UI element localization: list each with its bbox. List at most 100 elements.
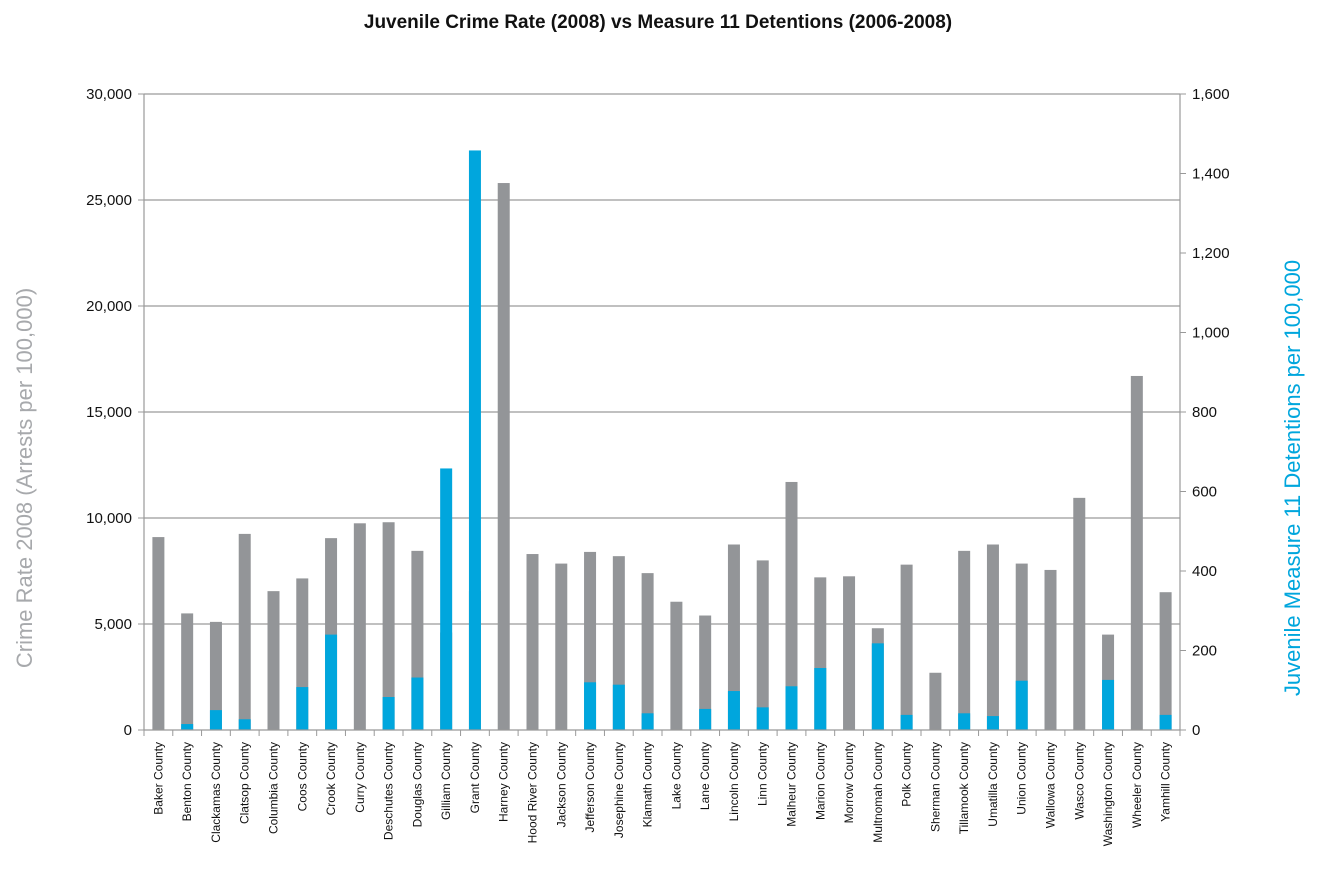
x-tick-label: Grant County bbox=[468, 742, 482, 813]
left-tick-label: 20,000 bbox=[86, 298, 132, 315]
crime-rate-bar bbox=[152, 537, 165, 730]
x-tick-label: Jackson County bbox=[554, 742, 568, 827]
x-tick-label: Lincoln County bbox=[727, 742, 741, 821]
left-axis-ticks: 0 5,000 10,000 15,000 20,000 25,000 30,000 bbox=[86, 86, 144, 739]
crime-rate-bar bbox=[1130, 375, 1143, 730]
detentions-bar bbox=[699, 708, 712, 730]
detentions-bar bbox=[382, 697, 395, 730]
x-tick-label: Tillamook County bbox=[957, 742, 971, 834]
crime-rate-bar bbox=[267, 591, 280, 730]
crime-rate-bar bbox=[555, 563, 568, 730]
detentions-bar bbox=[238, 719, 251, 730]
detentions-bar bbox=[1015, 680, 1028, 730]
right-axis-label: Juvenile Measure 11 Detentions per 100,0… bbox=[1280, 260, 1305, 696]
crime-rate-bar bbox=[699, 615, 712, 730]
x-tick-label: Yamhill County bbox=[1159, 742, 1173, 822]
right-tick-label: 600 bbox=[1192, 484, 1217, 501]
left-tick-label: 0 bbox=[124, 722, 132, 739]
x-tick-label: Crook County bbox=[324, 742, 338, 815]
right-tick-label: 400 bbox=[1192, 563, 1217, 580]
left-tick-label: 10,000 bbox=[86, 510, 132, 527]
gridlines bbox=[144, 93, 1180, 625]
x-tick-label: Douglas County bbox=[410, 742, 424, 827]
x-tick-label: Klamath County bbox=[641, 742, 655, 827]
crime-rate-bar bbox=[382, 522, 395, 730]
x-tick-label: Josephine County bbox=[612, 742, 626, 838]
crime-rate-bar bbox=[958, 550, 971, 730]
x-tick-label: Union County bbox=[1015, 742, 1029, 815]
x-tick-label: Morrow County bbox=[842, 742, 856, 823]
x-tick-label: Hood River County bbox=[526, 742, 540, 843]
left-tick-label: 5,000 bbox=[94, 616, 132, 633]
x-tick-label: Multnomah County bbox=[871, 742, 885, 843]
crime-rate-bar bbox=[209, 621, 222, 730]
right-tick-label: 1,600 bbox=[1192, 86, 1230, 103]
x-tick-label: Wallowa County bbox=[1044, 742, 1058, 828]
x-tick-label: Wheeler County bbox=[1130, 742, 1144, 828]
crime-rate-bar bbox=[670, 601, 683, 730]
detentions-bar bbox=[871, 643, 884, 730]
x-tick-label: Lake County bbox=[669, 742, 683, 809]
x-tick-label: Jefferson County bbox=[583, 742, 597, 833]
left-tick-label: 30,000 bbox=[86, 86, 132, 103]
crime-rate-bar bbox=[181, 613, 194, 730]
x-tick-label: Harney County bbox=[497, 742, 511, 822]
x-tick-label: Clackamas County bbox=[209, 742, 223, 843]
right-tick-label: 1,000 bbox=[1192, 325, 1230, 342]
detentions-bar bbox=[468, 150, 481, 730]
x-tick-label: Clatsop County bbox=[238, 742, 252, 824]
x-tick-label: Marion County bbox=[813, 742, 827, 820]
detentions-bar bbox=[584, 682, 597, 730]
detentions-series bbox=[181, 150, 1172, 730]
detentions-bar bbox=[181, 724, 194, 730]
crime-rate-bar bbox=[1159, 592, 1172, 730]
crime-rate-series bbox=[152, 183, 1172, 731]
x-tick-label: Benton County bbox=[180, 742, 194, 821]
crime-rate-bar bbox=[756, 560, 769, 730]
detentions-bar bbox=[641, 713, 654, 730]
x-tick-label: Deschutes County bbox=[382, 742, 396, 840]
crime-rate-bar bbox=[1073, 497, 1086, 730]
detentions-bar bbox=[209, 710, 222, 730]
crime-rate-bar bbox=[238, 533, 251, 730]
crime-rate-bar bbox=[929, 672, 942, 730]
detentions-bar bbox=[325, 634, 338, 730]
detentions-bar bbox=[900, 714, 913, 730]
x-tick-label: Linn County bbox=[756, 742, 770, 806]
detentions-bar bbox=[986, 716, 999, 730]
x-tick-label: Sherman County bbox=[928, 742, 942, 832]
crime-rate-bar bbox=[727, 544, 740, 730]
chart-title: Juvenile Crime Rate (2008) vs Measure 11… bbox=[364, 12, 952, 33]
detentions-bar bbox=[756, 707, 769, 730]
crime-rate-bar bbox=[900, 564, 913, 730]
detentions-bar bbox=[440, 468, 453, 730]
detentions-bar bbox=[1102, 679, 1115, 730]
crime-rate-bar bbox=[353, 523, 366, 730]
detentions-bar bbox=[814, 667, 827, 730]
crime-rate-bar bbox=[785, 481, 798, 730]
left-axis-label: Crime Rate 2008 (Arrests per 100,000) bbox=[12, 288, 37, 668]
detentions-bar bbox=[296, 687, 309, 730]
x-tick-label: Polk County bbox=[900, 742, 914, 807]
x-tick-label: Columbia County bbox=[267, 742, 281, 834]
x-tick-label: Wasco County bbox=[1072, 742, 1086, 820]
crime-rate-bar bbox=[497, 183, 510, 731]
crime-rate-bar bbox=[986, 544, 999, 730]
x-tick-label: Malheur County bbox=[785, 742, 799, 827]
right-tick-label: 0 bbox=[1192, 722, 1200, 739]
x-tick-label: Lane County bbox=[698, 742, 712, 810]
detentions-bar bbox=[1159, 714, 1172, 730]
x-tick-label: Baker County bbox=[151, 742, 165, 815]
right-tick-label: 1,400 bbox=[1192, 166, 1230, 183]
x-tick-label: Washington County bbox=[1101, 742, 1115, 846]
detentions-bar bbox=[785, 686, 798, 730]
crime-rate-bar bbox=[1015, 563, 1028, 730]
x-tick-label: Curry County bbox=[353, 742, 367, 813]
right-axis-ticks: 0 200 400 600 800 1,000 1,200 1,400 1,600 bbox=[1180, 86, 1230, 739]
right-tick-label: 200 bbox=[1192, 643, 1217, 660]
x-tick-label: Coos County bbox=[295, 742, 309, 811]
left-tick-label: 25,000 bbox=[86, 192, 132, 209]
x-tick-label: Umatilla County bbox=[986, 742, 1000, 827]
right-tick-label: 800 bbox=[1192, 404, 1217, 421]
